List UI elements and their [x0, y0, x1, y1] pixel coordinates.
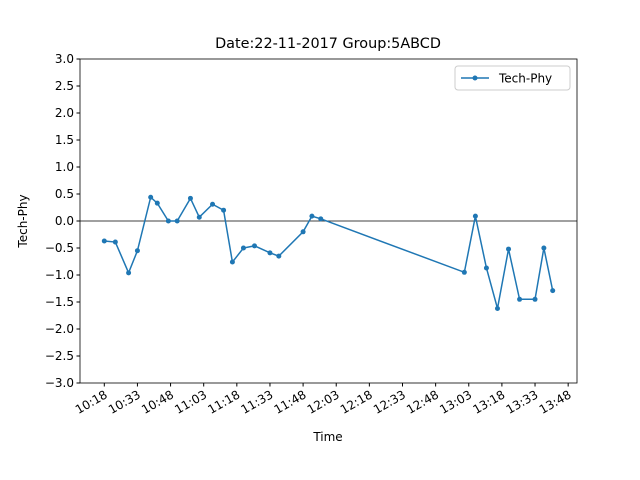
- y-tick-label: 0.0: [55, 214, 74, 228]
- data-point: [300, 229, 306, 235]
- data-point: [318, 216, 324, 222]
- data-point: [267, 250, 273, 256]
- y-tick-label: −2.0: [45, 322, 74, 336]
- data-point: [112, 239, 118, 245]
- data-point: [494, 305, 500, 311]
- data-point: [165, 218, 171, 224]
- data-point: [461, 269, 467, 275]
- y-tick-label: 1.5: [55, 133, 74, 147]
- y-tick-label: −3.0: [45, 376, 74, 390]
- y-tick-label: −1.5: [45, 295, 74, 309]
- data-point: [174, 218, 180, 224]
- y-tick-label: 3.0: [55, 52, 74, 66]
- legend-marker: [472, 75, 478, 81]
- data-point: [210, 201, 216, 207]
- data-point: [506, 246, 512, 252]
- chart-title: Date:22-11-2017 Group:5ABCD: [215, 36, 441, 52]
- data-point: [472, 213, 478, 219]
- data-point: [309, 213, 315, 219]
- data-point: [101, 238, 107, 244]
- y-tick-label: −0.5: [45, 241, 74, 255]
- data-point: [252, 243, 258, 249]
- data-point: [196, 214, 202, 220]
- data-point: [134, 248, 140, 254]
- data-point: [550, 288, 556, 294]
- data-point: [148, 194, 154, 200]
- data-point: [276, 253, 282, 259]
- plot-frame: [79, 58, 578, 384]
- data-point: [221, 207, 227, 213]
- data-point: [154, 200, 160, 206]
- y-tick-label: 2.5: [55, 79, 74, 93]
- data-point: [517, 296, 523, 302]
- y-tick-label: −1.0: [45, 268, 74, 282]
- legend-frame: [454, 65, 571, 91]
- x-axis-label: Time: [312, 430, 342, 444]
- data-point: [532, 296, 538, 302]
- data-point: [483, 265, 489, 271]
- data-point: [229, 259, 235, 265]
- y-tick-label: 1.0: [55, 160, 74, 174]
- data-point: [541, 245, 547, 251]
- data-point: [187, 195, 193, 201]
- legend-label: Tech-Phy: [498, 72, 552, 86]
- y-tick-label: 0.5: [55, 187, 74, 201]
- data-point: [240, 245, 246, 251]
- legend: Tech-Phy: [454, 65, 571, 91]
- y-tick-label: 2.0: [55, 106, 74, 120]
- data-point: [126, 270, 132, 276]
- y-axis-label: Tech-Phy: [16, 194, 30, 248]
- y-tick-label: −2.5: [45, 349, 74, 363]
